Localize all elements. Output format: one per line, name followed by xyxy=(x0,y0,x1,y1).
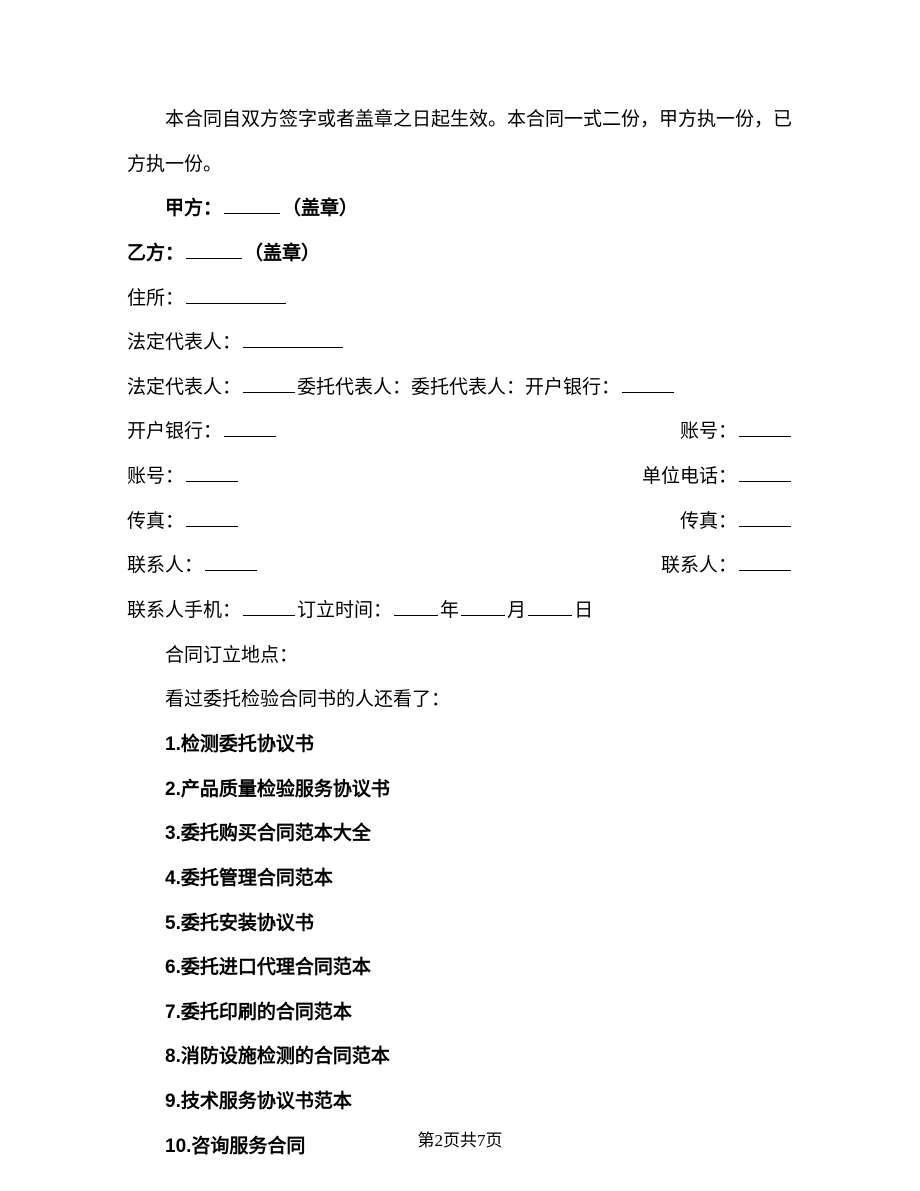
account-right: 账号： xyxy=(680,410,793,455)
fax-right-label: 传真： xyxy=(680,511,737,532)
entrust1: 委托代表人： xyxy=(297,377,411,398)
blank-party-b xyxy=(186,240,242,259)
list-item: 5.委托安装协议书 xyxy=(165,902,793,947)
bank-left: 开户银行： xyxy=(127,410,278,455)
list-item: 4.委托管理合同范本 xyxy=(165,857,793,902)
bank-account-row: 开户银行： 账号： xyxy=(127,410,793,455)
page-footer: 第2页共7页 xyxy=(0,1126,920,1151)
list-item: 6.委托进口代理合同范本 xyxy=(165,946,793,991)
contact-right-label: 联系人： xyxy=(661,555,737,576)
legal-rep-line: 法定代表人： xyxy=(127,321,793,366)
fax-row: 传真： 传真： xyxy=(127,500,793,545)
year-label: 年 xyxy=(440,600,459,621)
blank-legal-rep xyxy=(243,329,343,348)
day-label: 日 xyxy=(574,600,593,621)
sign-place: 合同订立地点： xyxy=(127,634,793,679)
fax-left: 传真： xyxy=(127,500,240,545)
account-left-label: 账号： xyxy=(127,466,184,487)
party-b-label: 乙方： xyxy=(127,243,184,264)
blank-phone xyxy=(739,463,791,482)
blank-bank2 xyxy=(224,418,276,437)
address-label: 住所： xyxy=(127,288,184,309)
seal-a: （盖章） xyxy=(282,198,358,219)
blank-month xyxy=(461,597,505,616)
bank-open-left-label: 开户银行： xyxy=(127,421,222,442)
fax-right: 传真： xyxy=(680,500,793,545)
list-item: 8.消防设施检测的合同范本 xyxy=(165,1035,793,1080)
blank-con2 xyxy=(739,552,791,571)
phone-right: 单位电话： xyxy=(642,455,793,500)
contact-row: 联系人： 联系人： xyxy=(127,544,793,589)
unit-phone-label: 单位电话： xyxy=(642,466,737,487)
blank-fax2 xyxy=(739,508,791,527)
also-viewed: 看过委托检验合同书的人还看了： xyxy=(127,678,793,723)
legal-rep-label: 法定代表人： xyxy=(127,332,241,353)
entrust2: 委托代表人： xyxy=(411,377,525,398)
bank-open: 开户银行： xyxy=(525,377,620,398)
blank-fax1 xyxy=(186,508,238,527)
account-right-label: 账号： xyxy=(680,421,737,442)
month-label: 月 xyxy=(507,600,526,621)
list-item: 9.技术服务协议书范本 xyxy=(165,1080,793,1125)
blank-con1 xyxy=(205,552,257,571)
address-line: 住所： xyxy=(127,277,793,322)
blank-bank1 xyxy=(622,374,674,393)
blank-mobile xyxy=(243,597,295,616)
blank-acc1 xyxy=(739,418,791,437)
fax-left-label: 传真： xyxy=(127,511,184,532)
list-item: 3.委托购买合同范本大全 xyxy=(165,812,793,857)
party-a-label: 甲方： xyxy=(165,198,222,219)
seal-b: （盖章） xyxy=(244,243,320,264)
contact-left: 联系人： xyxy=(127,544,259,589)
page-content: 本合同自双方签字或者盖章之日起生效。本合同一式二份，甲方执一份，已方执一份。 甲… xyxy=(0,0,920,1169)
contact-right: 联系人： xyxy=(661,544,793,589)
legal-rep-full-line: 法定代表人：委托代表人：委托代表人：开户银行： xyxy=(127,366,793,411)
related-list: 1.检测委托协议书 2.产品质量检验服务协议书 3.委托购买合同范本大全 4.委… xyxy=(127,723,793,1169)
party-a-line: 甲方： （盖章） xyxy=(127,187,793,232)
list-item: 7.委托印刷的合同范本 xyxy=(165,991,793,1036)
blank-party-a xyxy=(224,195,280,214)
blank-address xyxy=(186,285,286,304)
blank-year xyxy=(394,597,438,616)
account-phone-row: 账号： 单位电话： xyxy=(127,455,793,500)
legal-rep2-label: 法定代表人： xyxy=(127,377,241,398)
intro-text: 本合同自双方签字或者盖章之日起生效。本合同一式二份，甲方执一份，已方执一份。 xyxy=(127,98,793,187)
account-left: 账号： xyxy=(127,455,240,500)
sign-time-label: 订立时间： xyxy=(297,600,392,621)
list-item: 2.产品质量检验服务协议书 xyxy=(165,768,793,813)
blank-day xyxy=(528,597,572,616)
list-item: 1.检测委托协议书 xyxy=(165,723,793,768)
mobile-date-line: 联系人手机： 订立时间： 年 月 日 xyxy=(127,589,793,634)
mobile-label: 联系人手机： xyxy=(127,600,241,621)
blank-lr2 xyxy=(243,374,295,393)
party-b-line: 乙方： （盖章） xyxy=(127,232,793,277)
blank-acc2 xyxy=(186,463,238,482)
contact-left-label: 联系人： xyxy=(127,555,203,576)
